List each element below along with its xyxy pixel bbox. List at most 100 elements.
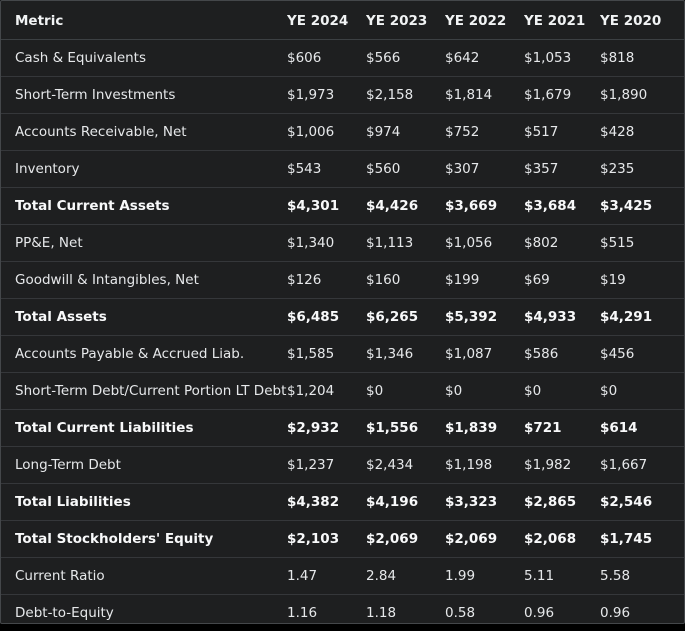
ye-2024-cell: $1,340 (287, 225, 366, 262)
ye-2020-cell: 5.58 (600, 558, 684, 595)
ye-2021-cell: $3,684 (524, 188, 600, 225)
ye-2022-cell: $752 (445, 114, 524, 151)
table-row: Total Assets$6,485$6,265$5,392$4,933$4,2… (1, 299, 684, 336)
ye-2020-cell: $614 (600, 410, 684, 447)
ye-2021-cell: $721 (524, 410, 600, 447)
ye-2024-cell: 1.16 (287, 595, 366, 631)
header-ye-2023: YE 2023 (366, 3, 445, 40)
ye-2024-cell: $1,204 (287, 373, 366, 410)
ye-2021-cell: $69 (524, 262, 600, 299)
metric-cell: Short-Term Debt/Current Portion LT Debt (1, 373, 287, 410)
metric-cell: Total Liabilities (1, 484, 287, 521)
ye-2022-cell: $1,839 (445, 410, 524, 447)
header-ye-2020: YE 2020 (600, 3, 684, 40)
ye-2021-cell: $586 (524, 336, 600, 373)
ye-2024-cell: $1,585 (287, 336, 366, 373)
table-row: PP&E, Net$1,340$1,113$1,056$802$515 (1, 225, 684, 262)
ye-2023-cell: $2,158 (366, 77, 445, 114)
table-row: Total Stockholders' Equity$2,103$2,069$2… (1, 521, 684, 558)
table-row: Accounts Payable & Accrued Liab.$1,585$1… (1, 336, 684, 373)
ye-2022-cell: $1,087 (445, 336, 524, 373)
ye-2021-cell: 5.11 (524, 558, 600, 595)
ye-2024-cell: $606 (287, 40, 366, 77)
header-ye-2021: YE 2021 (524, 3, 600, 40)
ye-2021-cell: $2,068 (524, 521, 600, 558)
ye-2023-cell: $1,346 (366, 336, 445, 373)
metric-cell: Current Ratio (1, 558, 287, 595)
header-ye-2022: YE 2022 (445, 3, 524, 40)
ye-2023-cell: 1.18 (366, 595, 445, 631)
ye-2020-cell: $235 (600, 151, 684, 188)
ye-2024-cell: $1,237 (287, 447, 366, 484)
table-row: Goodwill & Intangibles, Net$126$160$199$… (1, 262, 684, 299)
ye-2021-cell: $802 (524, 225, 600, 262)
header-ye-2024: YE 2024 (287, 3, 366, 40)
ye-2022-cell: $3,323 (445, 484, 524, 521)
ye-2020-cell: $2,546 (600, 484, 684, 521)
metric-cell: Total Current Liabilities (1, 410, 287, 447)
ye-2023-cell: $560 (366, 151, 445, 188)
ye-2024-cell: $1,006 (287, 114, 366, 151)
ye-2022-cell: $307 (445, 151, 524, 188)
ye-2020-cell: $0 (600, 373, 684, 410)
table-row: Cash & Equivalents$606$566$642$1,053$818 (1, 40, 684, 77)
table-row: Short-Term Investments$1,973$2,158$1,814… (1, 77, 684, 114)
ye-2022-cell: $5,392 (445, 299, 524, 336)
ye-2020-cell: $1,667 (600, 447, 684, 484)
ye-2023-cell: $4,426 (366, 188, 445, 225)
metric-cell: Debt-to-Equity (1, 595, 287, 631)
ye-2020-cell: 0.96 (600, 595, 684, 631)
table-row: Total Current Assets$4,301$4,426$3,669$3… (1, 188, 684, 225)
ye-2024-cell: $543 (287, 151, 366, 188)
table-row: Long-Term Debt$1,237$2,434$1,198$1,982$1… (1, 447, 684, 484)
ye-2020-cell: $3,425 (600, 188, 684, 225)
ye-2020-cell: $1,890 (600, 77, 684, 114)
ye-2023-cell: $6,265 (366, 299, 445, 336)
metric-cell: Total Current Assets (1, 188, 287, 225)
ye-2022-cell: 1.99 (445, 558, 524, 595)
table-body: Cash & Equivalents$606$566$642$1,053$818… (1, 40, 684, 631)
metric-cell: Total Stockholders' Equity (1, 521, 287, 558)
ye-2021-cell: $1,053 (524, 40, 600, 77)
ye-2021-cell: 0.96 (524, 595, 600, 631)
ye-2024-cell: $1,973 (287, 77, 366, 114)
ye-2023-cell: $4,196 (366, 484, 445, 521)
ye-2024-cell: $4,382 (287, 484, 366, 521)
metric-cell: Goodwill & Intangibles, Net (1, 262, 287, 299)
ye-2024-cell: 1.47 (287, 558, 366, 595)
ye-2024-cell: $2,932 (287, 410, 366, 447)
ye-2021-cell: $2,865 (524, 484, 600, 521)
ye-2021-cell: $1,982 (524, 447, 600, 484)
ye-2022-cell: $199 (445, 262, 524, 299)
metric-cell: Inventory (1, 151, 287, 188)
metric-cell: Total Assets (1, 299, 287, 336)
ye-2022-cell: $642 (445, 40, 524, 77)
ye-2020-cell: $1,745 (600, 521, 684, 558)
ye-2024-cell: $6,485 (287, 299, 366, 336)
ye-2020-cell: $515 (600, 225, 684, 262)
ye-2022-cell: $2,069 (445, 521, 524, 558)
ye-2023-cell: $2,069 (366, 521, 445, 558)
ye-2021-cell: $1,679 (524, 77, 600, 114)
metric-cell: PP&E, Net (1, 225, 287, 262)
ye-2021-cell: $4,933 (524, 299, 600, 336)
table-header: Metric YE 2024 YE 2023 YE 2022 YE 2021 Y… (1, 3, 684, 40)
ye-2020-cell: $818 (600, 40, 684, 77)
metric-cell: Accounts Receivable, Net (1, 114, 287, 151)
metric-cell: Cash & Equivalents (1, 40, 287, 77)
ye-2020-cell: $19 (600, 262, 684, 299)
ye-2021-cell: $0 (524, 373, 600, 410)
header-row: Metric YE 2024 YE 2023 YE 2022 YE 2021 Y… (1, 3, 684, 40)
ye-2022-cell: $0 (445, 373, 524, 410)
ye-2021-cell: $357 (524, 151, 600, 188)
ye-2022-cell: 0.58 (445, 595, 524, 631)
ye-2023-cell: $974 (366, 114, 445, 151)
ye-2024-cell: $2,103 (287, 521, 366, 558)
ye-2023-cell: $1,556 (366, 410, 445, 447)
ye-2024-cell: $4,301 (287, 188, 366, 225)
metric-cell: Long-Term Debt (1, 447, 287, 484)
ye-2020-cell: $428 (600, 114, 684, 151)
ye-2023-cell: $566 (366, 40, 445, 77)
